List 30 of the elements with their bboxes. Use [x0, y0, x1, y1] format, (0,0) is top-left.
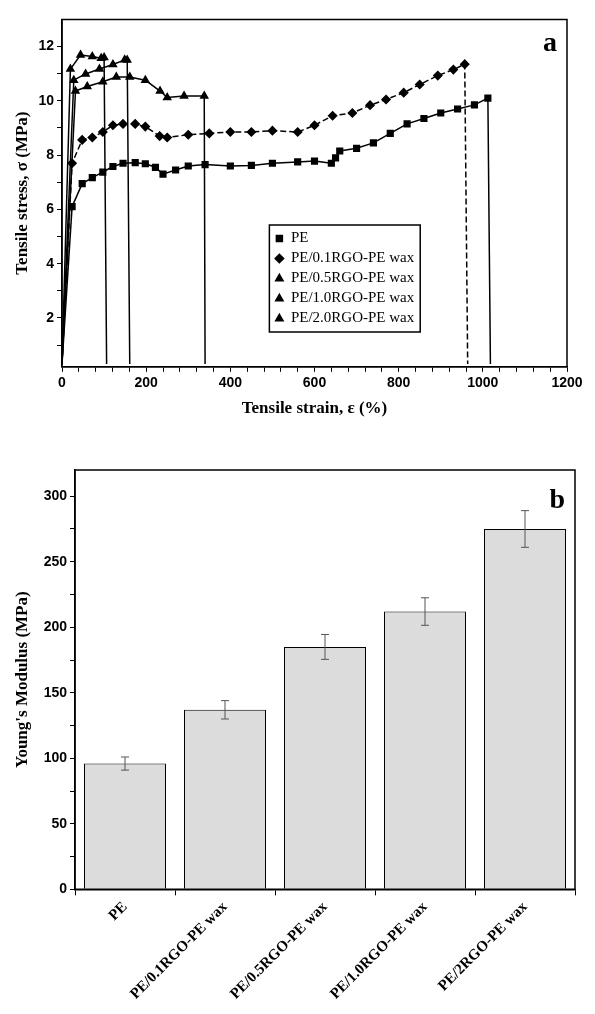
y-tick-label: 200: [43, 618, 68, 635]
y-tick-label: 6: [46, 200, 55, 217]
x-tick-label: 400: [218, 374, 243, 391]
x-axis-title: Tensile strain, ε (%): [241, 398, 388, 418]
y-tick-label: 0: [59, 880, 68, 897]
legend-label: PE/0.1RGO-PE wax: [290, 249, 415, 266]
y-tick-label: 8: [46, 145, 55, 162]
x-tick-label: PE: [104, 898, 130, 924]
y-tick-label: 2: [46, 308, 55, 325]
legend-label: PE: [290, 229, 309, 246]
chart-title: a: [543, 26, 557, 57]
x-tick-label: 1200: [551, 374, 583, 391]
y-tick-label: 12: [38, 37, 55, 54]
y-axis-title: Young's Modulus (MPa): [11, 591, 31, 768]
x-tick-label: 1000: [467, 374, 499, 391]
y-tick-label: 150: [43, 683, 68, 700]
y-tick-label: 50: [51, 814, 68, 831]
x-tick-label: 800: [386, 374, 411, 391]
x-tick-label: 600: [302, 374, 327, 391]
legend-label: PE/0.5RGO-PE wax: [290, 269, 415, 286]
y-tick-label: 250: [43, 552, 68, 569]
y-tick-label: 100: [43, 749, 68, 766]
x-tick-label: 200: [134, 374, 159, 391]
y-tick-label: 300: [43, 487, 68, 504]
legend-label: PE/2.0RGO-PE wax: [290, 309, 415, 326]
y-tick-label: 10: [38, 91, 55, 108]
legend-label: PE/1.0RGO-PE wax: [290, 289, 415, 306]
text: b: [549, 483, 565, 514]
y-axis-title: Tensile stress, σ (MPa): [11, 111, 31, 275]
y-tick-label: 4: [46, 254, 55, 271]
